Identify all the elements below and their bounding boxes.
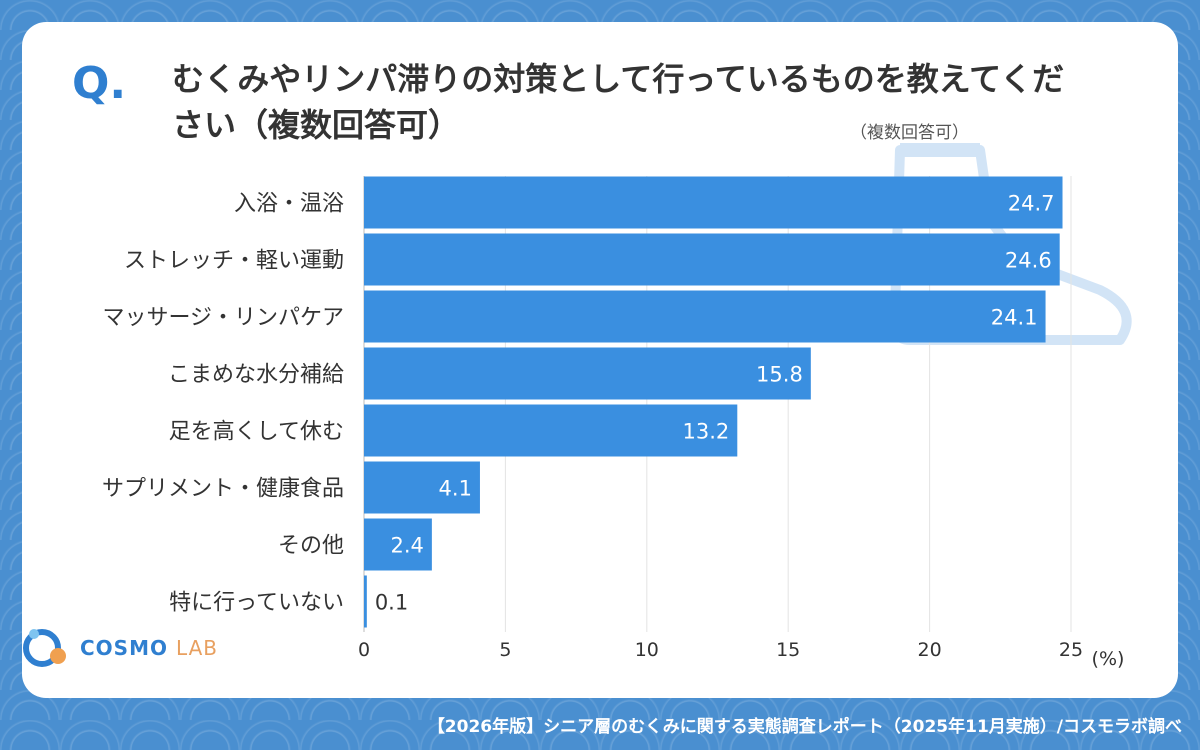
data-label: 15.8 [756, 363, 803, 387]
logo-text: COSMO LAB [80, 636, 218, 660]
category-label: 足を高くして休む [169, 420, 344, 445]
x-tick-label: 15 [776, 639, 800, 661]
bar [364, 404, 738, 457]
question-mark: Q. [72, 58, 127, 109]
category-label: ストレッチ・軽い運動 [124, 249, 344, 274]
data-label: 24.1 [991, 306, 1038, 330]
x-tick-label: 0 [358, 639, 370, 661]
question-title: むくみやリンパ滞りの対策として行っているものを教えてください（複数回答可） [172, 60, 1065, 144]
multiple-answer-note: （複数回答可） [850, 123, 969, 143]
bar [364, 575, 367, 628]
x-tick-label: 25 [1059, 639, 1083, 661]
data-label: 13.2 [683, 420, 730, 444]
data-label: 4.1 [439, 477, 472, 501]
category-label: こまめな水分補給 [168, 363, 344, 388]
x-tick-label: 20 [918, 639, 942, 661]
cosmo-lab-logo-icon [23, 629, 66, 667]
bar [364, 518, 432, 571]
data-label: 24.6 [1005, 249, 1052, 273]
category-label: 入浴・温浴 [234, 192, 344, 217]
data-label: 24.7 [1008, 192, 1055, 216]
bar [364, 233, 1060, 286]
category-label: マッサージ・リンパケア [102, 306, 344, 331]
data-label: 2.4 [390, 534, 423, 558]
x-tick-label: 5 [499, 639, 511, 661]
category-label: 特に行っていない [169, 591, 344, 616]
bar [364, 461, 480, 514]
data-label: 0.1 [375, 591, 408, 615]
bar [364, 347, 811, 400]
source-footer: 【2026年版】シニア層のむくみに関する実態調査レポート（2025年11月実施）… [427, 717, 1182, 737]
cosmo-lab-logo: COSMO LAB [22, 626, 218, 670]
bar [364, 290, 1046, 343]
x-tick-label: 10 [635, 639, 659, 661]
category-label: その他 [278, 534, 344, 559]
bar [364, 176, 1063, 229]
category-label: サプリメント・健康食品 [102, 477, 344, 502]
x-axis-unit-label: (%) [1092, 648, 1125, 670]
